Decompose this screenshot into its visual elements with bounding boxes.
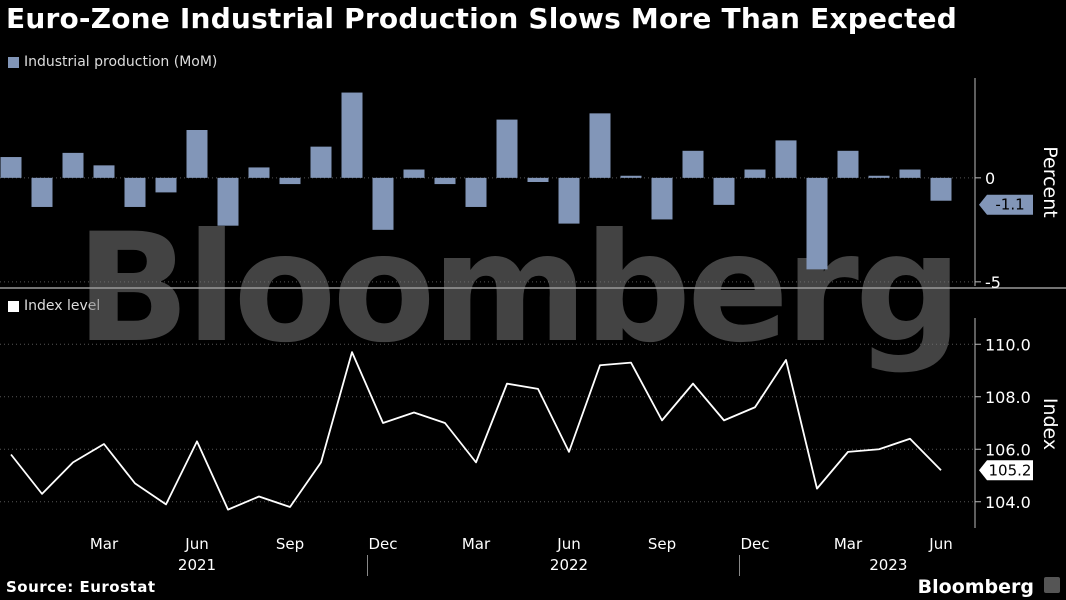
- x-tick-label: Sep: [648, 535, 676, 553]
- x-tick-label: Mar: [90, 535, 119, 553]
- line-legend-label: Index level: [24, 298, 101, 314]
- x-tick-label: Jun: [184, 535, 208, 553]
- y-tick-label-top: -5: [985, 273, 1001, 292]
- bar: [868, 175, 890, 178]
- bar: [62, 152, 84, 178]
- bar: [465, 177, 487, 207]
- bar: [341, 92, 363, 178]
- bar: [806, 177, 828, 270]
- bar: [589, 113, 611, 178]
- bar: [248, 167, 270, 178]
- bar: [775, 140, 797, 178]
- chart-icon: [1044, 577, 1060, 593]
- x-tick-label: Dec: [368, 535, 397, 553]
- y-axis-title-bottom: Index: [1039, 398, 1061, 450]
- x-year-label: 2021: [178, 556, 216, 574]
- y-tick-label-top: 0: [985, 169, 995, 188]
- last-value-bar-box: [979, 194, 1033, 215]
- bar: [930, 177, 952, 201]
- bar: [217, 177, 239, 226]
- bar-legend-label: Industrial production (MoM): [24, 54, 218, 70]
- x-year-label: 2022: [550, 556, 588, 574]
- bar: [434, 177, 456, 185]
- y-tick-label-bottom: 108.0: [985, 388, 1031, 407]
- y-tick-label-bottom: 106.0: [985, 440, 1031, 459]
- bar: [558, 177, 580, 224]
- bar: [372, 177, 394, 230]
- x-tick-label: Dec: [740, 535, 769, 553]
- x-year-label: 2023: [869, 556, 907, 574]
- index-line: [10, 351, 942, 511]
- y-axis-title-top: Percent: [1039, 146, 1061, 218]
- last-value-bar-label: -1.1: [995, 196, 1024, 214]
- bar-legend: Industrial production (MoM): [8, 54, 217, 70]
- x-tick-label: Mar: [462, 535, 491, 553]
- bar: [186, 130, 208, 178]
- bar: [899, 169, 921, 178]
- bar: [403, 169, 425, 178]
- bar: [744, 169, 766, 178]
- bar: [93, 165, 115, 178]
- line-legend-swatch: [8, 300, 19, 312]
- bar: [496, 119, 518, 178]
- x-tick-label: Mar: [834, 535, 863, 553]
- bar: [31, 177, 53, 207]
- bar: [713, 177, 735, 205]
- bar: [651, 177, 673, 220]
- y-tick-label-bottom: 110.0: [985, 335, 1031, 354]
- bar: [279, 177, 301, 185]
- x-tick-label: Jun: [556, 535, 580, 553]
- x-tick-label: Jun: [928, 535, 952, 553]
- source-note: Source: Eurostat: [6, 578, 156, 596]
- x-tick-label: Sep: [276, 535, 304, 553]
- chart-title: Euro-Zone Industrial Production Slows Mo…: [6, 2, 957, 35]
- bar: [155, 177, 177, 193]
- bar: [310, 146, 332, 178]
- bar: [620, 175, 642, 178]
- bar: [682, 150, 704, 178]
- bar: [837, 150, 859, 178]
- last-value-line-box: [979, 460, 1033, 481]
- bar: [527, 177, 549, 182]
- y-tick-label-bottom: 104.0: [985, 493, 1031, 512]
- last-value-line-label: 105.2: [989, 461, 1032, 479]
- bar-legend-swatch: [8, 56, 19, 68]
- line-legend: Index level: [8, 298, 100, 314]
- bar: [0, 157, 22, 178]
- bar: [124, 177, 146, 207]
- bloomberg-logo: Bloomberg: [917, 576, 1034, 598]
